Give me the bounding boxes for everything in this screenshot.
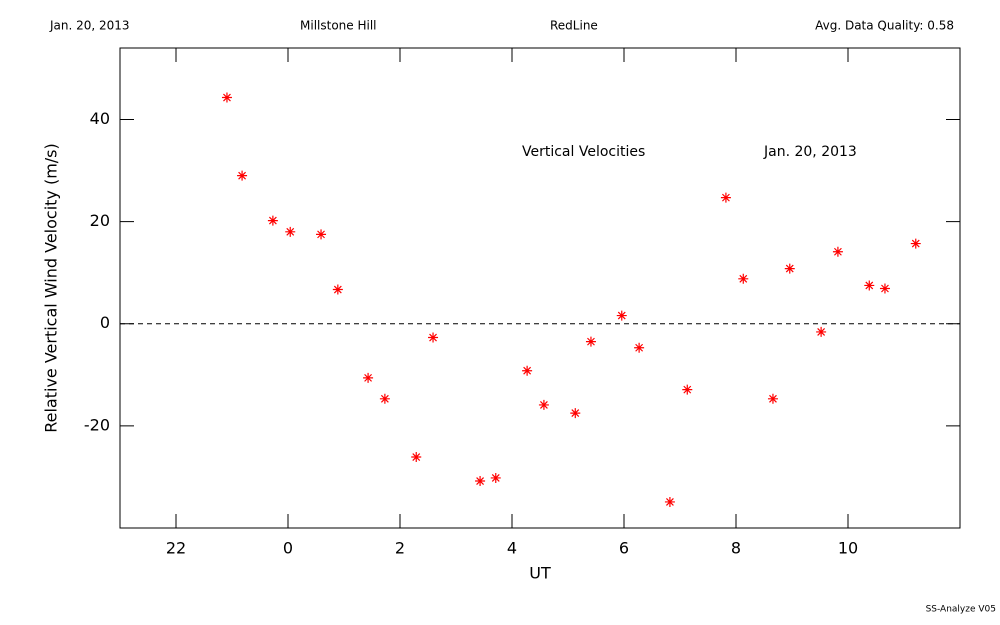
point <box>585 336 596 347</box>
plot-frame <box>119 47 961 529</box>
x-tick-label: 8 <box>731 539 741 558</box>
point <box>664 496 675 507</box>
x-tick-label: 4 <box>507 539 517 558</box>
point <box>285 226 296 237</box>
point <box>864 280 875 291</box>
point <box>720 192 731 203</box>
point <box>221 92 232 103</box>
point <box>832 246 843 257</box>
x-tick-label: 0 <box>283 539 293 558</box>
footer: SS-Analyze V05 <box>926 605 996 615</box>
point <box>616 310 627 321</box>
point <box>490 472 501 483</box>
y-tick-label: 0 <box>100 313 110 332</box>
point <box>475 476 486 487</box>
header-line: RedLine <box>550 19 598 33</box>
header-date: Jan. 20, 2013 <box>49 19 130 33</box>
x-tick-label: 2 <box>395 539 405 558</box>
x-tick-label: 10 <box>838 539 858 558</box>
point <box>910 238 921 249</box>
point <box>379 393 390 404</box>
point <box>522 365 533 376</box>
point <box>634 342 645 353</box>
y-axis-label: Relative Vertical Wind Velocity (m/s) <box>42 143 61 433</box>
point <box>767 393 778 404</box>
annotation: Vertical Velocities <box>522 144 645 160</box>
annotation: Jan. 20, 2013 <box>763 144 857 160</box>
point <box>816 326 827 337</box>
x-tick-label: 22 <box>166 539 186 558</box>
x-axis-label: UT <box>529 564 551 583</box>
y-tick-label: -20 <box>84 415 110 434</box>
point <box>428 332 439 343</box>
point <box>784 263 795 274</box>
header-quality: Avg. Data Quality: 0.58 <box>815 19 954 33</box>
point <box>237 170 248 181</box>
point <box>267 215 278 226</box>
y-tick-label: 40 <box>90 109 110 128</box>
point <box>879 283 890 294</box>
point <box>738 273 749 284</box>
point <box>363 372 374 383</box>
x-tick-label: 6 <box>619 539 629 558</box>
point <box>682 384 693 395</box>
point <box>411 452 422 463</box>
point <box>316 229 327 240</box>
y-tick-label: 20 <box>90 211 110 230</box>
point <box>570 408 581 419</box>
header-site: Millstone Hill <box>300 19 376 33</box>
point <box>538 399 549 410</box>
point <box>332 284 343 295</box>
